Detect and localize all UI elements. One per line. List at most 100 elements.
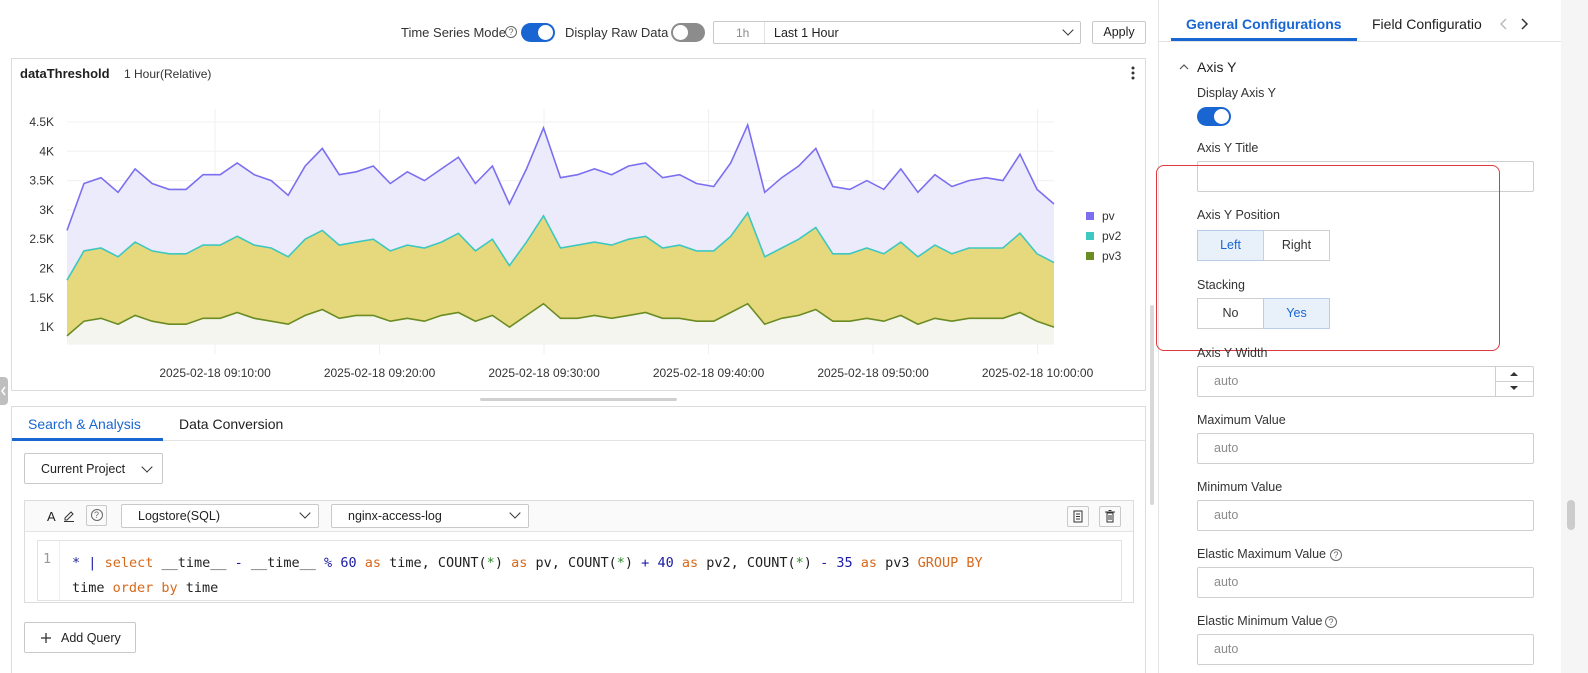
- chevron-down-icon: [299, 507, 311, 519]
- x-tick-label: 2025-02-18 09:50:00: [817, 366, 929, 380]
- legend-item-pv3: pv3: [1102, 249, 1122, 263]
- scrollbar[interactable]: [1150, 305, 1154, 505]
- y-tick-label: 2K: [39, 262, 54, 276]
- tab-data-conversion[interactable]: Data Conversion: [179, 416, 284, 432]
- stacking-no-button[interactable]: No: [1197, 298, 1264, 329]
- stacking-label: Stacking: [1197, 278, 1245, 292]
- elastic-min-input[interactable]: auto: [1197, 634, 1534, 665]
- active-tab-indicator: [12, 438, 163, 441]
- divider: [764, 22, 765, 43]
- delete-button[interactable]: [1099, 506, 1121, 527]
- legend-item-pv: pv: [1102, 209, 1115, 223]
- pv-line: [66, 122, 1055, 231]
- edit-icon[interactable]: [63, 510, 75, 522]
- trash-icon: [1105, 510, 1115, 523]
- pv-area: [67, 124, 1054, 281]
- collapse-sidebar-handle[interactable]: [0, 377, 8, 405]
- elastic-min-label: Elastic Minimum Value: [1197, 614, 1323, 628]
- y-tick-label: 4K: [39, 144, 54, 158]
- copy-button[interactable]: [1067, 506, 1089, 527]
- sql-input[interactable]: 1 * | select __time__ - __time__ % 60 as…: [37, 540, 1122, 601]
- toggle-knob: [538, 25, 553, 40]
- editor-toolbar: A ? Logstore(SQL) nginx-access-log: [25, 501, 1133, 532]
- y-tick-label: 3.5K: [29, 174, 54, 188]
- time-series-mode-toggle[interactable]: [521, 23, 555, 42]
- chevron-down-icon: [1062, 24, 1074, 36]
- chart-subtitle: 1 Hour(Relative): [124, 67, 212, 81]
- chart-title: dataThreshold: [20, 66, 110, 81]
- copy-icon: [1073, 510, 1083, 523]
- legend-swatch: [1086, 212, 1094, 220]
- help-button[interactable]: ?: [86, 505, 107, 526]
- help-icon[interactable]: ?: [1330, 549, 1342, 561]
- y-tick-label: 2.5K: [29, 232, 54, 246]
- more-options-icon[interactable]: [1131, 66, 1135, 80]
- help-icon[interactable]: ?: [1325, 616, 1337, 628]
- chevron-down-icon: [141, 461, 153, 473]
- line-number: 1: [43, 551, 52, 567]
- pv3-line: [66, 302, 1055, 337]
- y-tick-label: 1K: [39, 320, 54, 334]
- sql-code: * | select __time__ - __time__ % 60 as t…: [72, 555, 983, 596]
- font-icon[interactable]: A: [47, 509, 56, 524]
- config-panel: General Configurations Field Configurati…: [1156, 0, 1588, 673]
- scrollbar[interactable]: [1567, 500, 1575, 530]
- min-value-input[interactable]: auto: [1197, 500, 1534, 531]
- chevron-right-icon[interactable]: [1519, 17, 1529, 31]
- tab-search-analysis[interactable]: Search & Analysis: [28, 416, 141, 432]
- y-tick-label: 3K: [39, 203, 54, 217]
- store-type-select[interactable]: Logstore(SQL): [121, 504, 319, 528]
- number-stepper[interactable]: [1495, 367, 1533, 396]
- display-raw-data-toggle[interactable]: [671, 23, 705, 42]
- caret-down-icon[interactable]: [1509, 385, 1519, 391]
- elastic-max-input[interactable]: auto: [1197, 567, 1534, 598]
- max-value-input[interactable]: auto: [1197, 433, 1534, 464]
- position-right-button[interactable]: Right: [1263, 230, 1330, 261]
- add-query-button[interactable]: Add Query: [24, 622, 136, 653]
- x-tick-label: 2025-02-18 09:40:00: [653, 366, 765, 380]
- display-axis-y-label: Display Axis Y: [1197, 86, 1276, 100]
- section-title-axis-y[interactable]: Axis Y: [1197, 59, 1237, 75]
- time-range-value: Last 1 Hour: [774, 26, 839, 40]
- project-select-value: Current Project: [41, 462, 126, 476]
- logstore-value: nginx-access-log: [348, 509, 442, 523]
- logstore-select[interactable]: nginx-access-log: [331, 504, 529, 528]
- x-tick-label: 2025-02-18 09:30:00: [488, 366, 600, 380]
- display-raw-data-label: Display Raw Data: [565, 25, 669, 40]
- project-select[interactable]: Current Project: [24, 453, 163, 484]
- legend-swatch: [1086, 232, 1094, 240]
- active-tab-indicator: [1171, 38, 1357, 41]
- chevron-left-icon[interactable]: [1499, 17, 1509, 31]
- dashboard-editor-left: Time Series Mode ? Display Raw Data 1h L…: [0, 21, 1154, 673]
- apply-button[interactable]: Apply: [1092, 21, 1146, 44]
- axis-y-title-input[interactable]: [1197, 161, 1534, 192]
- chevron-up-icon[interactable]: [1179, 63, 1189, 71]
- tab-divider: [12, 440, 1145, 441]
- chevron-down-icon: [509, 507, 521, 519]
- axis-y-width-input[interactable]: auto: [1197, 366, 1534, 397]
- chart-panel: dataThreshold 1 Hour(Relative) 4.5K 4K 3.5…: [11, 58, 1146, 391]
- time-short-label: 1h: [736, 26, 750, 40]
- tab-field-configurations[interactable]: Field Configuratio: [1372, 16, 1482, 32]
- scrollbar-track: [1561, 0, 1588, 673]
- axis-y-title-label: Axis Y Title: [1197, 141, 1259, 155]
- pv3-area: [67, 303, 1054, 345]
- display-axis-y-toggle[interactable]: [1197, 107, 1231, 126]
- position-left-button[interactable]: Left: [1197, 230, 1264, 261]
- resize-handle[interactable]: [480, 398, 677, 401]
- gutter-divider: [59, 541, 60, 600]
- stepper-divider: [1496, 381, 1533, 382]
- max-value-label: Maximum Value: [1197, 413, 1286, 427]
- y-tick-label: 4.5K: [29, 115, 54, 129]
- caret-up-icon[interactable]: [1509, 371, 1519, 377]
- help-icon[interactable]: ?: [505, 26, 517, 38]
- y-tick-label: 1.5K: [29, 291, 54, 305]
- elastic-max-label: Elastic Maximum Value: [1197, 547, 1326, 561]
- axis-y-width-label: Axis Y Width: [1197, 346, 1268, 360]
- stacking-yes-button[interactable]: Yes: [1263, 298, 1330, 329]
- query-panel: Search & Analysis Data Conversion Curren…: [11, 406, 1146, 673]
- time-range-select[interactable]: 1h Last 1 Hour: [713, 21, 1081, 44]
- tab-general-configurations[interactable]: General Configurations: [1186, 16, 1342, 32]
- pv2-area: [67, 212, 1054, 336]
- min-value-label: Minimum Value: [1197, 480, 1283, 494]
